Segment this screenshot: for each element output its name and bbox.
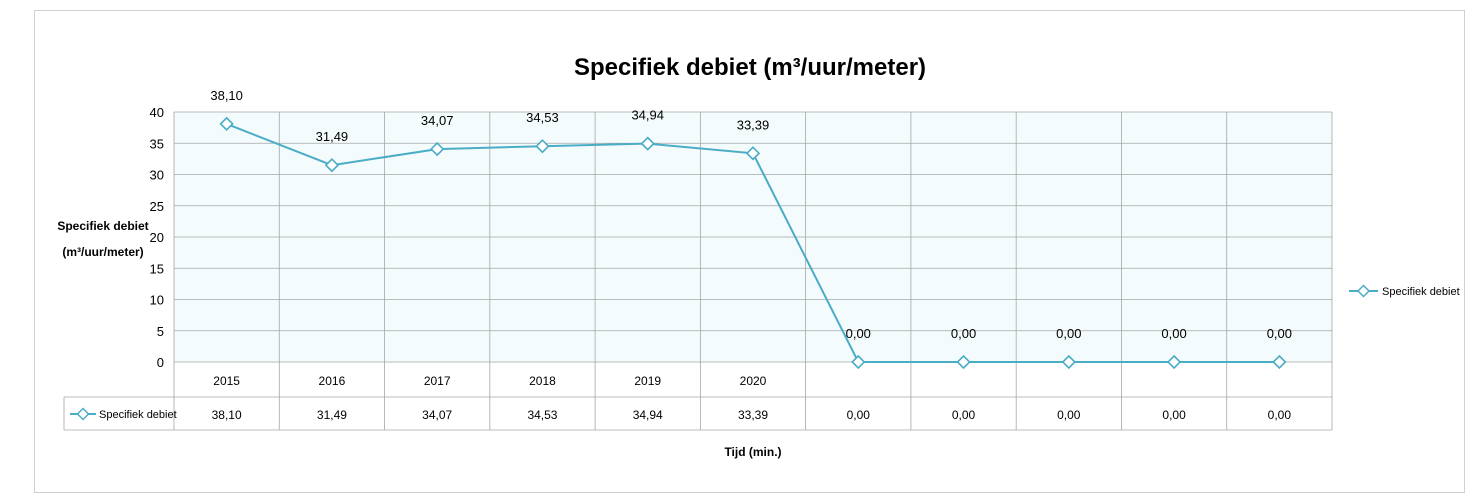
data-label: 0,00 — [846, 326, 871, 341]
data-point — [1272, 354, 1287, 370]
grid — [173, 111, 1333, 430]
table-cell: 34,94 — [633, 408, 663, 422]
data-label: 0,00 — [951, 326, 976, 341]
y-tick-label: 5 — [157, 324, 164, 339]
y-tick-label: 10 — [150, 293, 164, 308]
data-point — [219, 116, 234, 132]
x-axis: 2015 2016 2017 2018 2019 2020 — [213, 374, 766, 388]
series-markers — [219, 116, 1287, 370]
table-cell: 0,00 — [952, 408, 976, 422]
data-point — [324, 158, 340, 173]
x-tick-label: 2015 — [213, 374, 240, 388]
data-label: 34,53 — [526, 110, 559, 125]
table-legend-marker — [76, 407, 90, 421]
data-point — [430, 141, 445, 157]
table-cell: 0,00 — [1057, 408, 1081, 422]
data-label: 31,49 — [316, 129, 349, 144]
table-cell: 0,00 — [1162, 408, 1186, 422]
y-tick-label: 40 — [150, 105, 164, 120]
y-tick-label: 15 — [150, 261, 164, 276]
table-cell: 38,10 — [212, 408, 242, 422]
data-table: Specifiek debiet 38,10 31,49 34,07 34,53 34,9… — [63, 396, 1332, 431]
y-axis-title: Specifiek debiet — [57, 219, 148, 233]
y-axis: 0 5 10 15 20 25 30 35 40 — [150, 105, 164, 370]
data-point — [640, 136, 655, 151]
table-cell: 34,53 — [527, 408, 557, 422]
data-point — [535, 139, 550, 154]
table-cell: 0,00 — [847, 408, 871, 422]
x-axis-title: Tijd (min.) — [724, 445, 781, 459]
x-tick-label: 2017 — [424, 374, 451, 388]
data-point — [1166, 354, 1182, 370]
data-point — [745, 146, 761, 161]
data-label: 0,00 — [1161, 326, 1186, 341]
table-cell: 34,07 — [422, 408, 452, 422]
data-label: 33,39 — [737, 117, 770, 132]
y-tick-label: 25 — [150, 199, 164, 214]
legend-label: Specifiek debiet — [1382, 286, 1460, 298]
data-label: 38,10 — [210, 88, 243, 103]
x-tick-label: 2019 — [634, 374, 661, 388]
data-label: 34,07 — [421, 113, 454, 128]
x-tick-label: 2018 — [529, 374, 556, 388]
chart-title: Specifiek debiet (m³/uur/meter) — [574, 54, 926, 81]
y-tick-label: 35 — [150, 136, 164, 151]
y-tick-label: 0 — [157, 355, 164, 370]
x-tick-label: 2020 — [740, 374, 767, 388]
data-point — [956, 354, 971, 370]
data-labels: 38,10 31,49 34,07 34,53 34,94 33,39 0,00 0,00 0,… — [210, 88, 1292, 341]
data-label: 34,94 — [631, 108, 664, 123]
table-legend-label: Specifiek debiet — [99, 409, 177, 421]
y-tick-label: 20 — [150, 230, 164, 245]
table-cell: 31,49 — [317, 408, 347, 422]
legend-marker — [1356, 284, 1371, 298]
y-tick-label: 30 — [150, 168, 164, 183]
data-label: 0,00 — [1056, 326, 1081, 341]
legend: Specifiek debiet — [1349, 284, 1460, 298]
data-point — [1061, 354, 1076, 370]
y-axis-title-unit: (m³/uur/meter) — [62, 245, 143, 259]
data-label: 0,00 — [1267, 326, 1292, 341]
table-cell: 0,00 — [1268, 408, 1292, 422]
x-tick-label: 2016 — [319, 374, 346, 388]
table-cell: 33,39 — [738, 408, 768, 422]
data-point — [851, 354, 866, 370]
